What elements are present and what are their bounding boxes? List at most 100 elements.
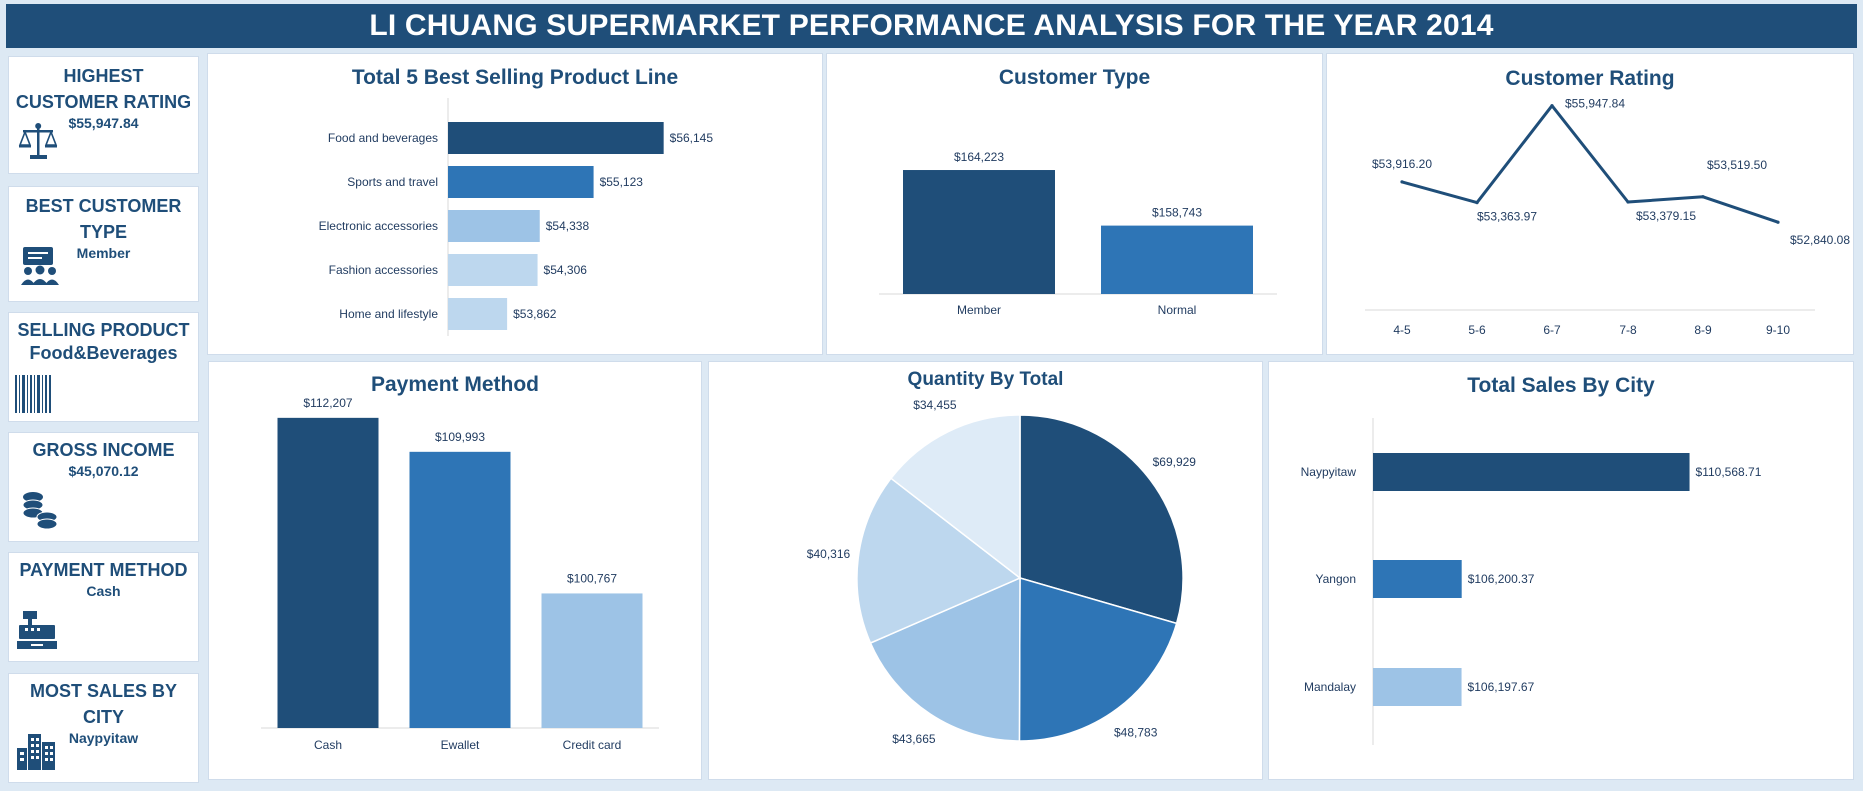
bar	[448, 298, 508, 330]
data-label: $56,145	[670, 131, 714, 145]
tick-label: 9-10	[1766, 323, 1790, 337]
tick-label: 6-7	[1543, 323, 1561, 337]
kpi-value: $45,070.12	[68, 463, 139, 479]
pie-slice	[856, 477, 1022, 644]
city-icon	[17, 734, 55, 770]
bar	[448, 210, 540, 242]
customer-type-chart-panel: Customer Type $164,223 Member $158,743 Norm…	[826, 53, 1323, 355]
category-label: Member	[957, 303, 1001, 317]
category-label: Credit card	[563, 738, 622, 752]
data-label: $53,862	[513, 307, 557, 321]
series-line	[1401, 104, 1779, 224]
kpi-most-sales-city: MOST SALES BY CITY Naypyitaw	[8, 673, 199, 783]
data-label: $55,947.84	[1565, 97, 1625, 111]
kpi-value: Member	[76, 245, 131, 261]
quantity-pie-chart: $69,929 $48,783 $43,665 $40,316 $34,455	[807, 398, 1197, 746]
kpi-title: PAYMENT METHOD	[19, 560, 188, 580]
data-label: $52,840.08	[1790, 233, 1850, 247]
data-label: $53,519.50	[1707, 158, 1767, 172]
category-label: Naypyitaw	[1301, 465, 1357, 479]
data-label: $55,123	[600, 175, 644, 189]
bar	[541, 593, 643, 728]
kpi-value: Cash	[86, 583, 121, 599]
kpi-title: MOST SALES BY CITY	[29, 681, 177, 727]
kpi-value: $55,947.84	[68, 115, 139, 131]
category-label: Normal	[1158, 303, 1197, 317]
bar	[1101, 225, 1253, 294]
data-label: $112,207	[303, 396, 352, 410]
data-label: $43,665	[892, 732, 936, 746]
data-point	[1400, 180, 1404, 184]
kpi-value: Naypyitaw	[68, 730, 139, 746]
data-point	[1550, 104, 1554, 108]
category-label: Fashion accessories	[329, 263, 438, 277]
data-label: $164,223	[954, 150, 1004, 164]
kpi-title: BEST CUSTOMER TYPE	[25, 196, 182, 242]
chart-title: Payment Method	[370, 373, 540, 396]
kpi-value: Food&Beverages	[29, 343, 178, 363]
cash-register-icon	[17, 611, 57, 649]
city-sales-chart-panel: Total Sales By City Naypyitaw $110,568.71…	[1268, 361, 1854, 780]
data-label: $110,568.71	[1696, 465, 1762, 479]
category-label: Electronic accessories	[319, 219, 438, 233]
city-sales-chart: Naypyitaw $110,568.71 Yangon $106,200.37 Man…	[1301, 418, 1762, 745]
category-label: Sports and travel	[347, 175, 438, 189]
bar	[903, 170, 1055, 294]
payment-method-chart-panel: Payment Method $112,207 Cash $109,993 Ewall…	[208, 361, 702, 780]
customer-rating-chart-panel: Customer Rating $53,916.20 4-5 $53,363.97 5…	[1326, 53, 1854, 355]
data-point	[1475, 201, 1479, 205]
data-label: $106,197.67	[1468, 680, 1535, 694]
data-point	[1626, 200, 1630, 204]
bar	[448, 166, 594, 198]
pie-slice	[889, 414, 1021, 580]
data-label: $100,767	[567, 571, 617, 585]
data-label: $54,338	[546, 219, 590, 233]
kpi-highest-rating: HIGHEST CUSTOMER RATING $55,947.84	[8, 56, 199, 174]
category-label: Ewallet	[441, 738, 480, 752]
data-label: $54,306	[544, 263, 588, 277]
bar	[1373, 560, 1462, 598]
kpi-gross-income: GROSS INCOME $45,070.12	[8, 432, 199, 542]
tick-label: 7-8	[1619, 323, 1637, 337]
bar	[409, 451, 511, 728]
pie-slice	[1019, 414, 1184, 625]
tick-label: 5-6	[1468, 323, 1486, 337]
chart-title: Quantity By Total	[907, 369, 1064, 390]
kpi-title: HIGHEST CUSTOMER RATING	[15, 66, 192, 112]
data-label: $48,783	[1114, 726, 1158, 740]
product-line-chart: Food and beverages $56,145 Sports and trav…	[319, 98, 714, 336]
data-label: $53,363.97	[1477, 210, 1537, 224]
data-label: $40,316	[807, 547, 851, 561]
bar	[448, 254, 538, 286]
scale-icon	[18, 123, 58, 159]
data-point	[1701, 195, 1705, 199]
kpi-title: GROSS INCOME	[32, 440, 175, 460]
tick-label: 4-5	[1393, 323, 1411, 337]
pie-slice	[869, 576, 1021, 742]
coins-icon	[22, 492, 58, 530]
data-label: $53,379.15	[1636, 209, 1696, 223]
kpi-selling-product: SELLING PRODUCT Food&Beverages	[8, 312, 199, 422]
bar	[1373, 668, 1462, 706]
product-line-chart-panel: Total 5 Best Selling Product Line Food a…	[207, 53, 823, 355]
payment-method-chart: $112,207 Cash $109,993 Ewallet $100,767 Credi…	[261, 396, 659, 752]
category-label: Mandalay	[1304, 680, 1356, 694]
barcode-icon	[15, 375, 51, 413]
chart-title: Customer Rating	[1505, 67, 1675, 90]
chart-title: Total Sales By City	[1467, 374, 1655, 397]
category-label: Yangon	[1316, 572, 1356, 586]
data-label: $69,929	[1153, 455, 1197, 469]
customers-icon	[21, 247, 59, 285]
category-label: Food and beverages	[328, 131, 438, 145]
kpi-best-customer-type: BEST CUSTOMER TYPE Member	[8, 186, 199, 302]
category-label: Cash	[314, 738, 342, 752]
chart-title: Customer Type	[998, 66, 1151, 89]
data-label: $106,200.37	[1468, 572, 1535, 586]
data-label: $109,993	[435, 430, 485, 444]
data-label: $53,916.20	[1372, 157, 1432, 171]
kpi-payment-method: PAYMENT METHOD Cash	[8, 552, 199, 662]
pie-slice	[1018, 577, 1178, 742]
data-label: $34,455	[913, 398, 957, 412]
bar	[1373, 453, 1690, 491]
category-label: Home and lifestyle	[339, 307, 438, 321]
